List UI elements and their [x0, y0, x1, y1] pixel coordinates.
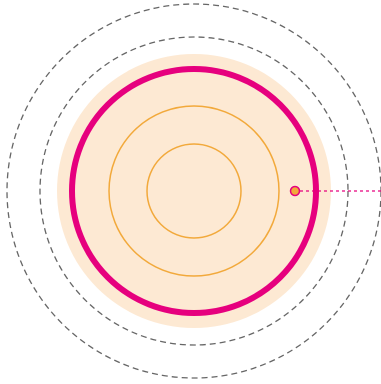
- highlight-ring: [69, 66, 319, 316]
- dot-marker-icon: [289, 185, 301, 197]
- inner-ring-small: [146, 143, 242, 239]
- outer-dashed-ring: [6, 3, 381, 379]
- filled-disc: [57, 54, 331, 328]
- inner-ring-large: [108, 105, 280, 277]
